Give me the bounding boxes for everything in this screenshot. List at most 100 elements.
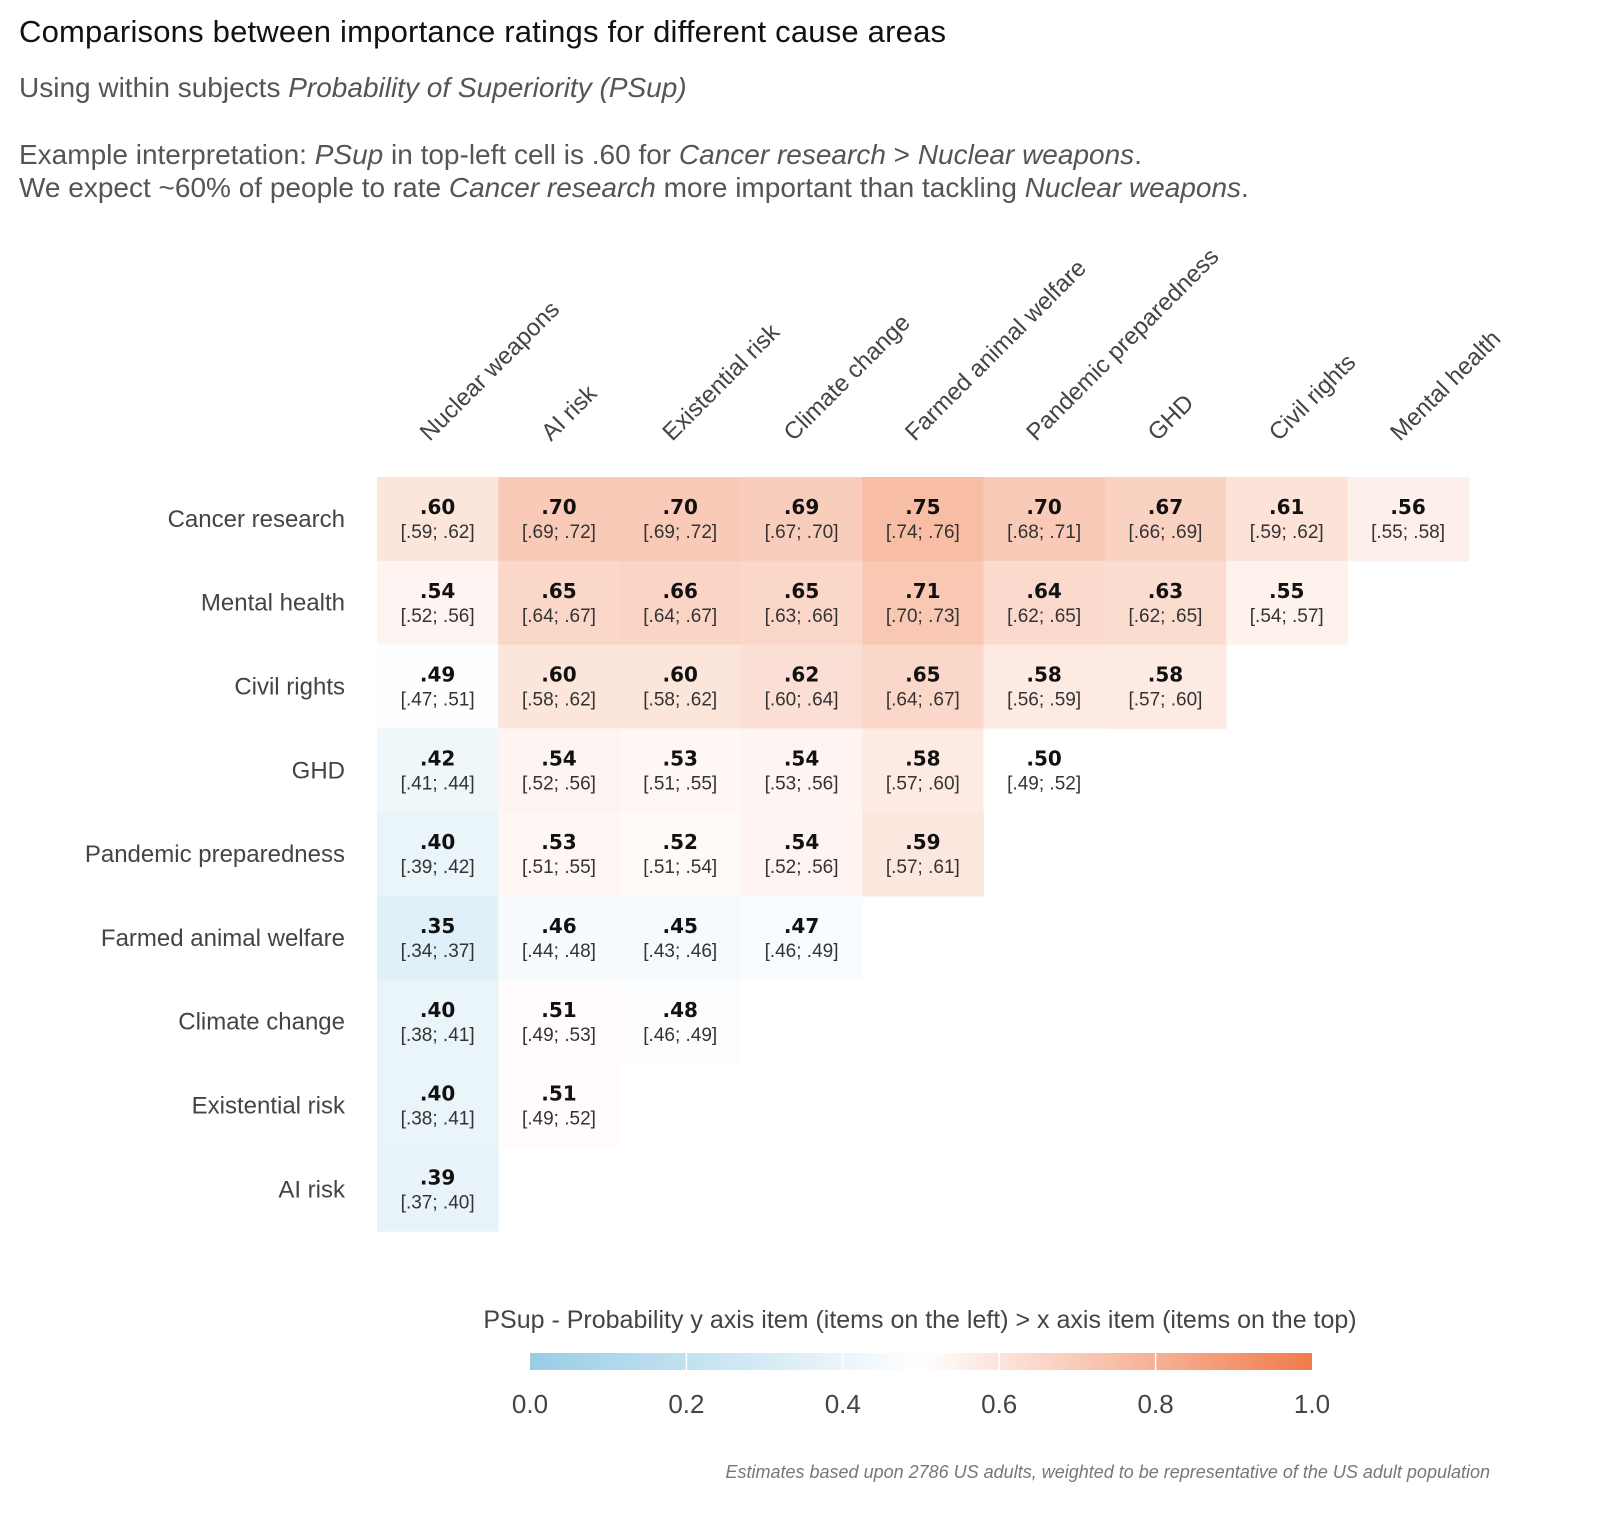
cell-rect — [619, 560, 742, 646]
heatmap-cell: .67 [.66; .69] — [1104, 477, 1227, 562]
cell-value-label: .51 — [541, 1082, 576, 1106]
cell-rect — [498, 812, 621, 897]
y-axis-label: Pandemic preparedness — [85, 841, 345, 868]
cell-rect — [619, 728, 742, 813]
cell-value-label: .58 — [905, 746, 940, 770]
cell-ci-label: [.46; .49] — [643, 1025, 717, 1046]
cell-value-label: .69 — [784, 495, 819, 519]
interpretation-line-1: Example interpretation: PSup in top-left… — [19, 138, 1249, 171]
heatmap-cell: .46 [.44; .48] — [498, 896, 621, 981]
x-axis-label: GHD — [1143, 389, 1200, 446]
cell-ci-label: [.51; .55] — [643, 773, 717, 794]
cell-ci-label: [.34; .37] — [401, 941, 475, 962]
cell-rect — [740, 560, 863, 646]
cell-ci-label: [.57; .61] — [886, 857, 960, 878]
cell-ci-label: [.51; .55] — [522, 857, 596, 878]
cell-ci-label: [.70; .73] — [886, 606, 960, 627]
cell-ci-label: [.52; .56] — [765, 857, 839, 878]
cell-value-label: .64 — [1026, 579, 1061, 603]
cell-rect — [377, 1063, 499, 1148]
cell-value-label: .45 — [663, 914, 698, 938]
cell-rect — [619, 812, 742, 897]
cell-value-label: .55 — [1269, 579, 1304, 603]
cell-ci-label: [.55; .58] — [1371, 522, 1445, 543]
cell-rect — [498, 979, 621, 1065]
heatmap-cell: .61 [.59; .62] — [1226, 477, 1348, 562]
cell-rect — [377, 728, 499, 813]
cell-value-label: .58 — [1148, 663, 1183, 687]
cell-value-label: .62 — [784, 663, 819, 687]
cell-ci-label: [.44; .48] — [522, 941, 596, 962]
cell-ci-label: [.59; .62] — [1250, 522, 1324, 543]
cell-value-label: .70 — [1026, 495, 1061, 519]
heatmap-cell: .70 [.69; .72] — [498, 477, 621, 562]
cell-ci-label: [.66; .69] — [1128, 522, 1202, 543]
cell-rect — [498, 560, 621, 646]
cell-rect — [498, 1063, 621, 1148]
cell-rect — [740, 812, 863, 897]
cell-value-label: .65 — [784, 579, 819, 603]
cell-value-label: .54 — [420, 579, 455, 603]
cell-ci-label: [.43; .46] — [643, 941, 717, 962]
x-axis-label: Civil rights — [1264, 349, 1361, 446]
cell-ci-label: [.57; .60] — [1128, 690, 1202, 711]
caption: Estimates based upon 2786 US adults, wei… — [725, 1462, 1491, 1482]
interpretation-segment: We expect ~60% of people to rate — [19, 172, 449, 203]
interpretation-segment: Nuclear weapons — [1024, 172, 1242, 203]
cell-value-label: .40 — [420, 1082, 455, 1106]
heatmap-cell: .53 [.51; .55] — [619, 728, 742, 813]
legend-tick-label: 0.6 — [981, 1389, 1017, 1419]
interpretation-line-2: We expect ~60% of people to rate Cancer … — [19, 171, 1249, 204]
legend-tick-label: 0.2 — [668, 1389, 704, 1419]
heatmap-cell: .60 [.58; .62] — [619, 644, 742, 729]
cell-value-label: .46 — [541, 914, 576, 938]
cell-rect — [619, 477, 742, 562]
heatmap-cell: .58 [.56; .59] — [983, 644, 1106, 729]
cell-value-label: .65 — [541, 579, 576, 603]
heatmap-cell: .71 [.70; .73] — [862, 560, 984, 646]
cell-ci-label: [.64; .67] — [886, 690, 960, 711]
cell-rect — [619, 644, 742, 729]
cell-ci-label: [.68; .71] — [1007, 522, 1081, 543]
heatmap-cell: .45 [.43; .46] — [619, 896, 742, 981]
cell-ci-label: [.37; .40] — [401, 1192, 475, 1213]
legend-tick-label: 1.0 — [1294, 1389, 1330, 1419]
cell-ci-label: [.38; .41] — [401, 1109, 475, 1130]
cell-rect — [983, 728, 1106, 813]
chart-title: Comparisons between importance ratings f… — [19, 14, 947, 49]
y-axis-label: Farmed animal welfare — [101, 925, 345, 952]
heatmap-cell: .51 [.49; .52] — [498, 1063, 621, 1148]
cell-rect — [1226, 560, 1348, 646]
cell-value-label: .54 — [784, 746, 819, 770]
cell-rect — [498, 477, 621, 562]
interpretation-segment: > — [885, 139, 918, 170]
cell-ci-label: [.54; .57] — [1250, 606, 1324, 627]
y-axis-labels: Cancer research Mental health Civil rights… — [85, 506, 346, 1203]
example-interpretation: Example interpretation: PSup in top-left… — [19, 138, 1249, 204]
cell-ci-label: [.63; .66] — [765, 606, 839, 627]
heatmap-cell: .63 [.62; .65] — [1104, 560, 1227, 646]
y-axis-label: AI risk — [278, 1176, 346, 1203]
y-axis-label: GHD — [292, 757, 345, 784]
y-axis-label: Climate change — [178, 1009, 345, 1036]
cell-value-label: .40 — [420, 998, 455, 1022]
cell-ci-label: [.69; .72] — [522, 522, 596, 543]
chart-subtitle: Using within subjects Probability of Sup… — [19, 72, 687, 104]
cell-ci-label: [.56; .59] — [1007, 690, 1081, 711]
heatmap-cell: .40 [.39; .42] — [377, 812, 499, 897]
heatmap-cell: .62 [.60; .64] — [740, 644, 863, 729]
heatmap-cell: .54 [.52; .56] — [377, 560, 499, 646]
heatmap-cell: .56 [.55; .58] — [1347, 477, 1470, 562]
cell-ci-label: [.51; .54] — [643, 857, 717, 878]
cell-value-label: .70 — [663, 495, 698, 519]
cell-value-label: .39 — [420, 1165, 455, 1189]
cell-rect — [740, 728, 863, 813]
cell-value-label: .60 — [663, 663, 698, 687]
heatmap-cell: .40 [.38; .41] — [377, 979, 499, 1065]
x-axis-label: Climate change — [779, 309, 916, 446]
cell-ci-label: [.62; .65] — [1128, 606, 1202, 627]
heatmap-cell: .58 [.57; .60] — [862, 728, 984, 813]
interpretation-segment: . — [1241, 172, 1249, 203]
